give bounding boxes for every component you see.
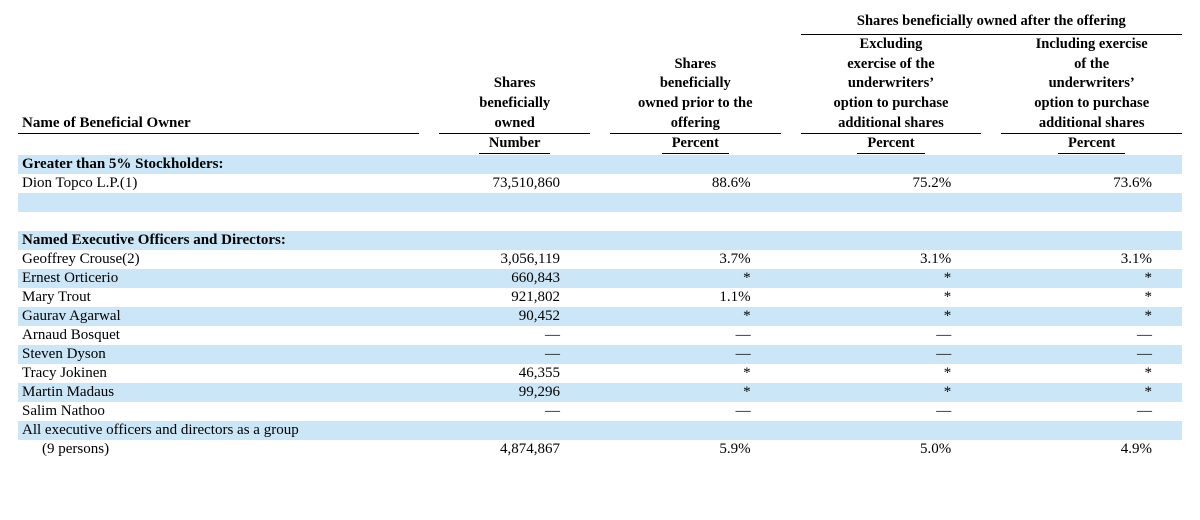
table-row: Salim Nathoo — — — — bbox=[18, 402, 1182, 421]
header-after-offering: Shares beneficially owned after the offe… bbox=[801, 12, 1182, 32]
sub-number: Number bbox=[439, 134, 590, 156]
table-row: Ernest Orticerio 660,843 * * * bbox=[18, 269, 1182, 288]
sub-percent-2: Percent bbox=[801, 134, 982, 156]
table-row: Dion Topco L.P.(1) 73,510,860 88.6% 75.2… bbox=[18, 174, 1182, 193]
table-row: Arnaud Bosquet — — — — bbox=[18, 326, 1182, 345]
hdr-col4: Including exercise bbox=[1001, 35, 1182, 55]
hdr-col3: Excluding bbox=[801, 35, 982, 55]
table-row: Steven Dyson — — — — bbox=[18, 345, 1182, 364]
table-row: Geoffrey Crouse(2) 3,056,119 3.7% 3.1% 3… bbox=[18, 250, 1182, 269]
table-row: (9 persons) 4,874,867 5.9% 5.0% 4.9% bbox=[18, 440, 1182, 459]
table-row: Mary Trout 921,802 1.1% * * bbox=[18, 288, 1182, 307]
ownership-table: Shares beneficially owned after the offe… bbox=[18, 12, 1182, 459]
section-greater: Greater than 5% Stockholders: bbox=[18, 155, 1182, 174]
table-row: Tracy Jokinen 46,355 * * * bbox=[18, 364, 1182, 383]
hdr-name: Name of Beneficial Owner bbox=[18, 114, 419, 134]
hdr-col1: Shares bbox=[439, 74, 590, 94]
sub-percent-3: Percent bbox=[1001, 134, 1182, 156]
sub-percent-1: Percent bbox=[610, 134, 781, 156]
table-row: All executive officers and directors as … bbox=[18, 421, 1182, 440]
section-neo: Named Executive Officers and Directors: bbox=[18, 231, 1182, 250]
table-row: Martin Madaus 99,296 * * * bbox=[18, 383, 1182, 402]
table-row: Gaurav Agarwal 90,452 * * * bbox=[18, 307, 1182, 326]
hdr-col2: Shares bbox=[610, 55, 781, 75]
